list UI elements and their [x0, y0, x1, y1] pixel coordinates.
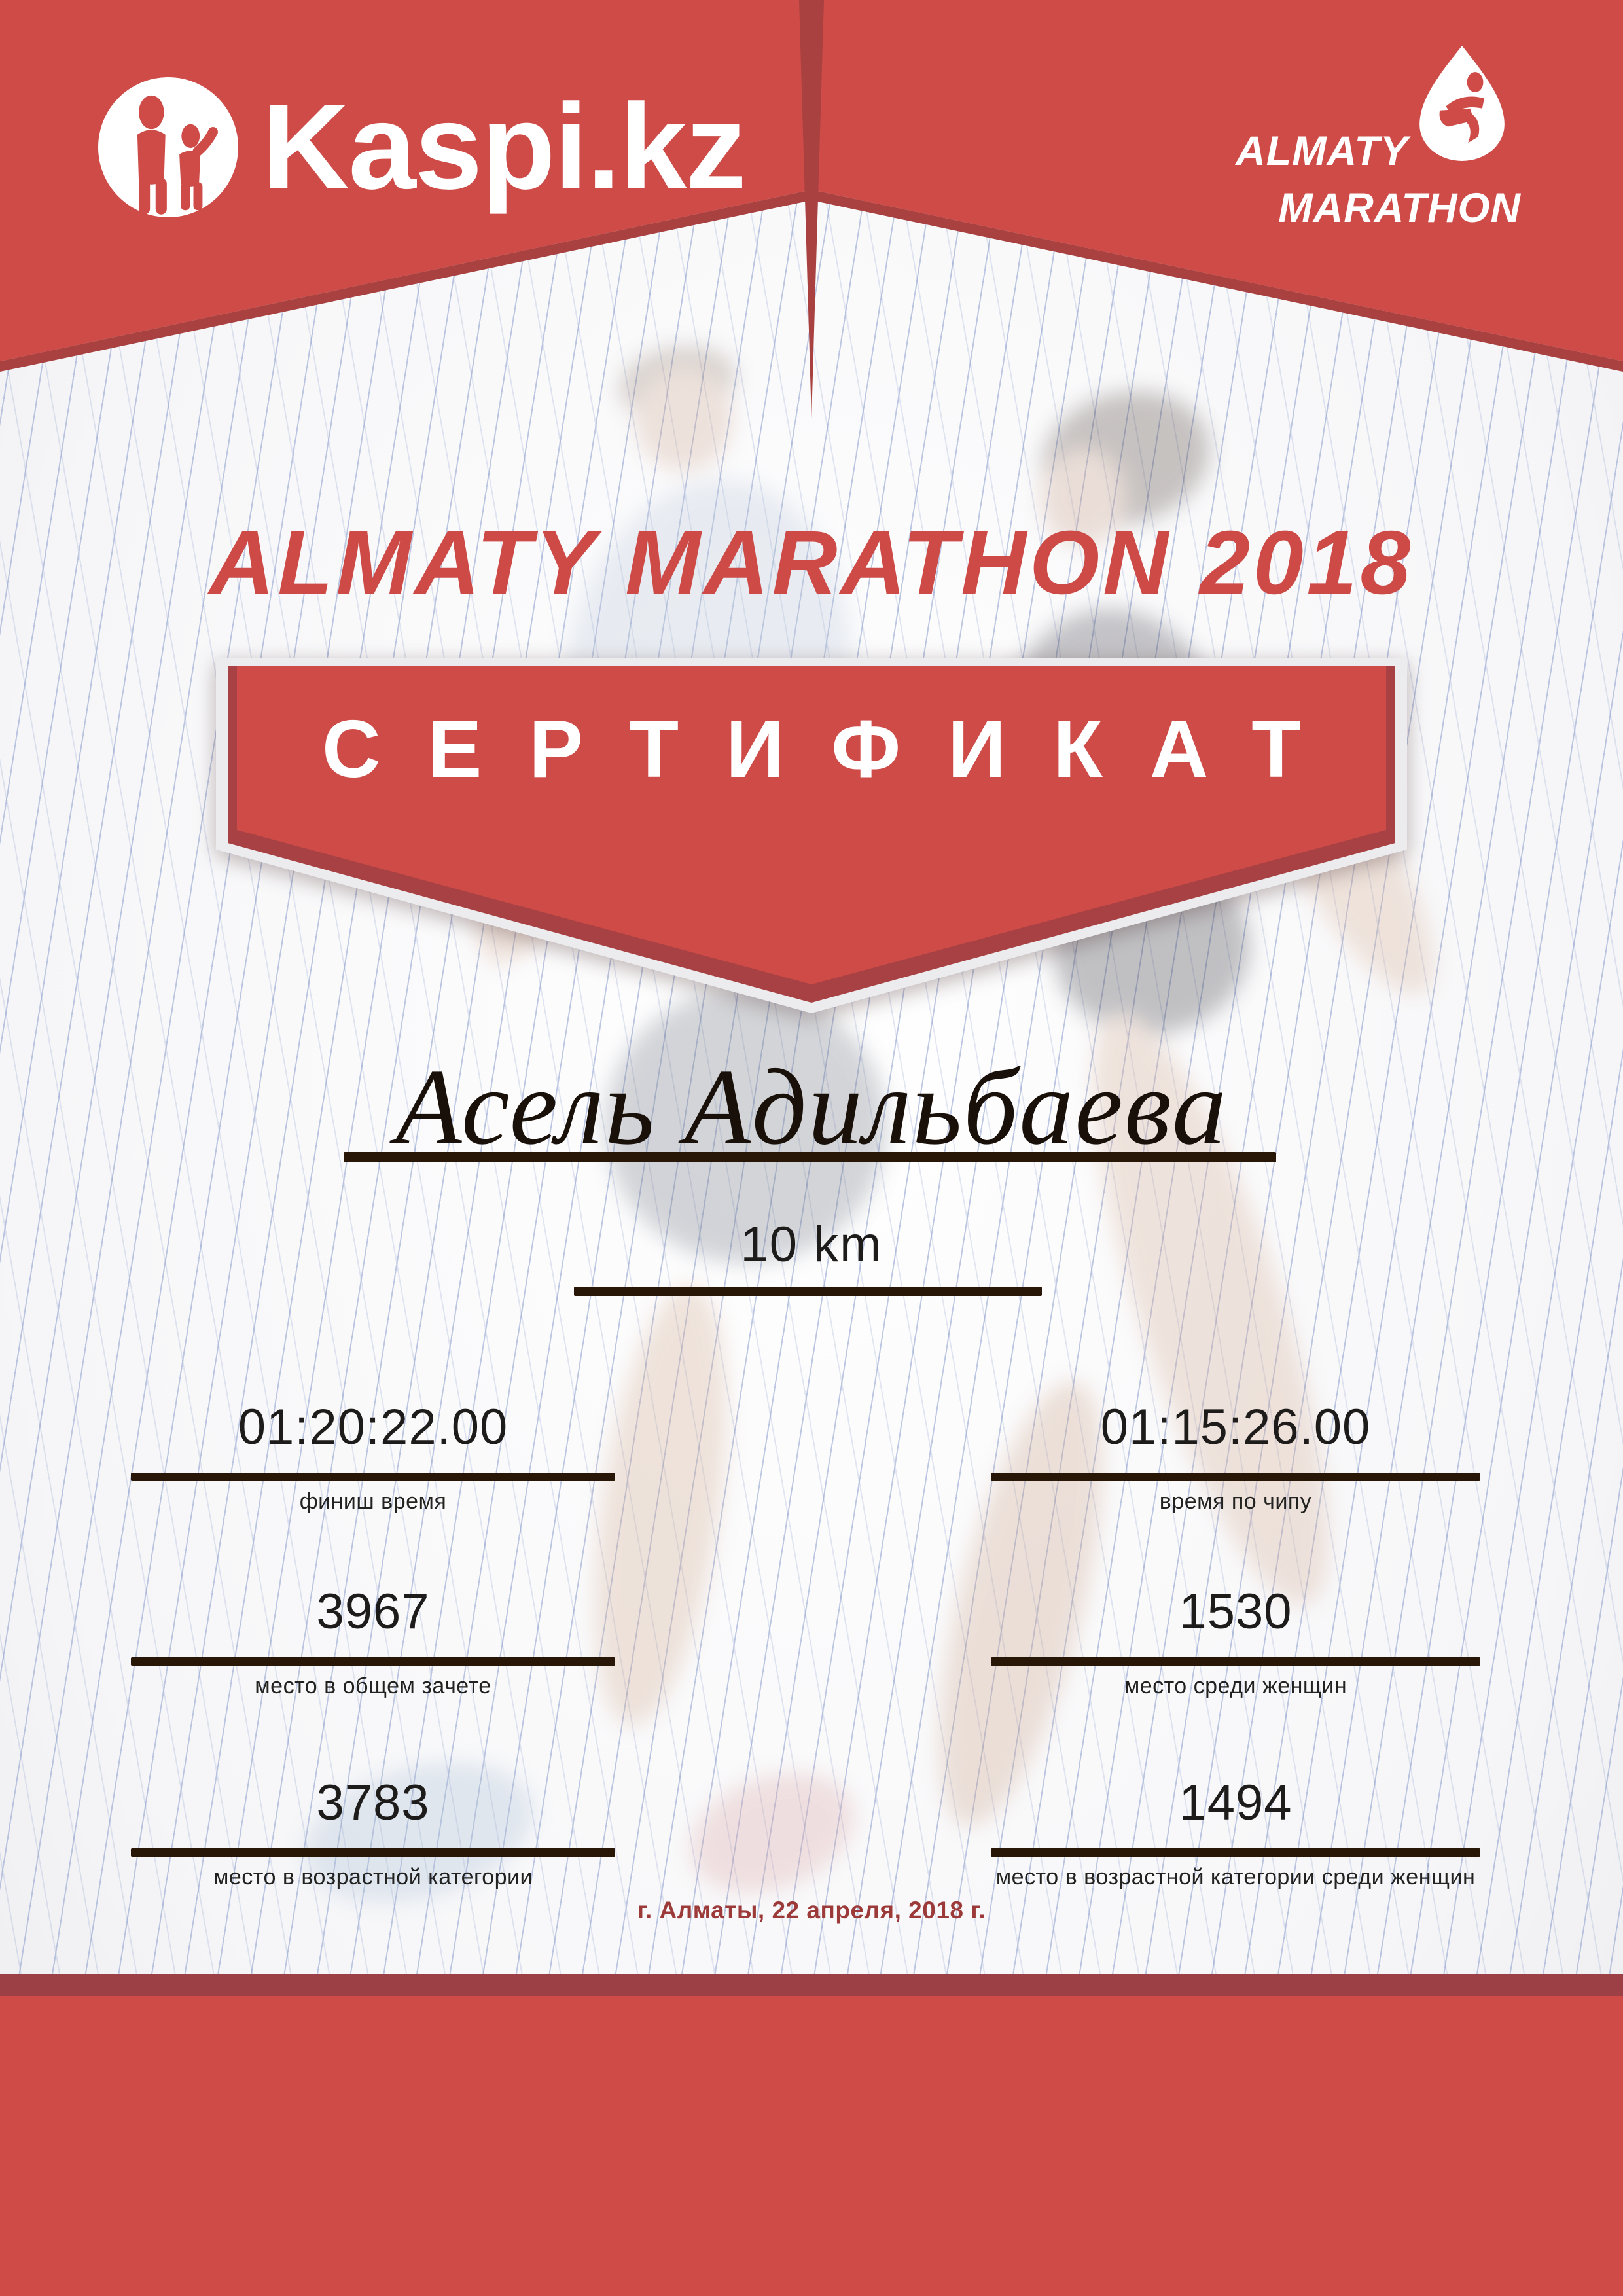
result-finish-time: 01:20:22.00 финиш время: [131, 1398, 615, 1515]
result-overall-place: 3967 место в общем зачете: [131, 1583, 615, 1699]
participant-name: Асель Адильбаева: [395, 1047, 1228, 1167]
result-value: 3967: [316, 1584, 430, 1640]
result-value: 01:20:22.00: [238, 1399, 508, 1455]
result-chip-time: 01:15:26.00 время по чипу: [991, 1398, 1480, 1515]
sponsor-footer: SHAKHMARDAN YESSENOV FOUNDATION Sulpak S…: [0, 1996, 1623, 2296]
result-women-place: 1530 место среди женщин: [991, 1583, 1480, 1699]
result-age-women-place: 1494 место в возрастной категории среди …: [991, 1774, 1480, 1890]
certificate-label: СЕРТИФИКАТ: [322, 704, 1348, 795]
result-label: место в возрастной категории: [213, 1865, 533, 1890]
race-distance: 10 km: [740, 1217, 883, 1272]
name-underline: [344, 1152, 1276, 1162]
result-underline: [991, 1473, 1480, 1481]
event-date-location: г. Алматы, 22 апреля, 2018 г.: [637, 1897, 986, 1924]
result-underline: [131, 1473, 615, 1481]
footer-maroon-strip: [0, 1974, 1623, 1996]
result-value: 1530: [1179, 1584, 1293, 1640]
result-underline: [131, 1848, 615, 1857]
result-value: 1494: [1179, 1775, 1293, 1831]
result-label: место в общем зачете: [255, 1674, 491, 1698]
result-label: время по чипу: [1159, 1489, 1312, 1514]
result-age-place: 3783 место в возрастной категории: [131, 1774, 615, 1890]
result-label: место в возрастной категории среди женщи…: [995, 1865, 1476, 1890]
result-underline: [131, 1657, 615, 1666]
result-value: 01:15:26.00: [1100, 1399, 1371, 1455]
distance-underline: [574, 1287, 1042, 1296]
result-value: 3783: [316, 1775, 430, 1831]
result-label: финиш время: [299, 1489, 447, 1514]
result-underline: [991, 1848, 1480, 1857]
result-underline: [991, 1657, 1480, 1666]
result-label: место среди женщин: [1124, 1674, 1347, 1698]
event-title: ALMATY MARATHON 2018: [209, 512, 1414, 613]
